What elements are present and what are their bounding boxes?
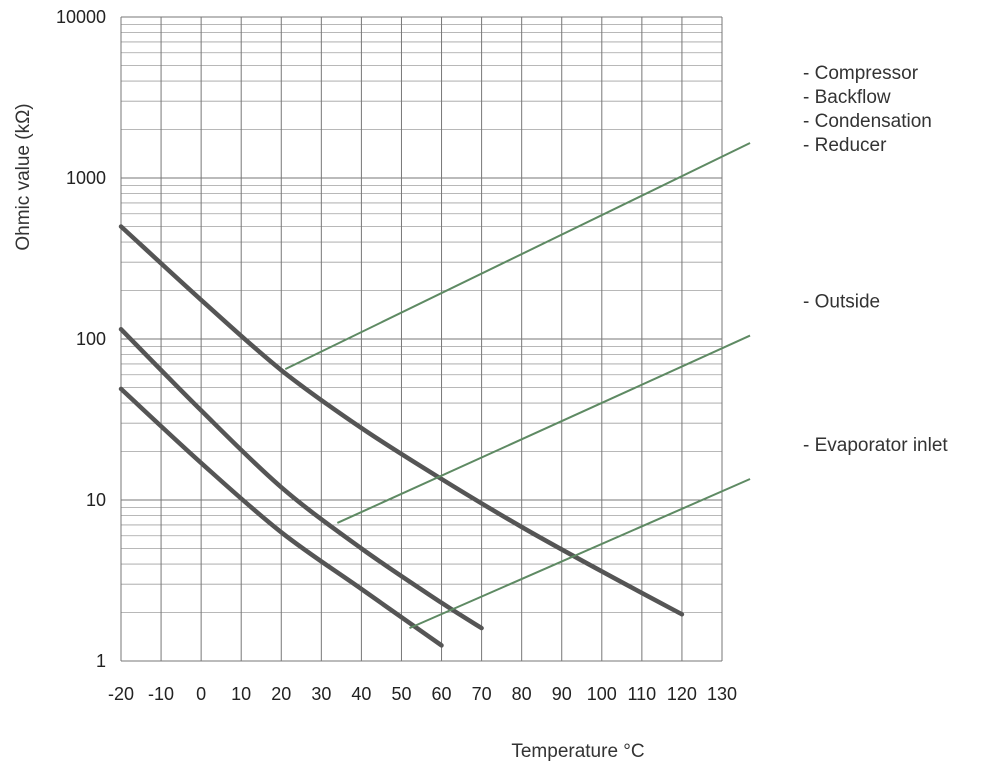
tick-labels: -20 -10 0 10 20 30 40 50 60 70 80 90 100 110 120 130110…	[56, 7, 737, 704]
curves	[118, 224, 685, 648]
series-line	[118, 386, 444, 648]
annotation-label: - Evaporator inlet	[803, 435, 948, 456]
y-tick-label: 1	[96, 651, 106, 671]
annotation-labels: - Compressor - Backflow - Condensation - Re…	[803, 63, 948, 456]
series-line	[118, 326, 484, 631]
x-tick-label: 110	[628, 684, 657, 704]
x-tick-label: 60	[432, 684, 452, 704]
x-tick-label: 70	[472, 684, 492, 704]
annotation-leader-line	[409, 478, 751, 630]
y-tick-label: 10000	[56, 7, 106, 27]
annotation-leader-line	[336, 334, 751, 524]
grid	[120, 16, 723, 662]
x-tick-label: 30	[311, 684, 331, 704]
x-tick-label: 100	[587, 684, 617, 704]
y-tick-label: 100	[76, 329, 106, 349]
series-line	[118, 224, 685, 617]
y-tick-label: 10	[86, 490, 106, 510]
x-tick-label: 40	[351, 684, 371, 704]
y-axis-label: Ohmic value (kΩ)	[13, 103, 34, 250]
annotation-label: - Condensation	[803, 111, 932, 132]
annotation-label: - Reducer	[803, 135, 887, 156]
y-tick-label: 1000	[66, 168, 106, 188]
annotation-label: - Outside	[803, 292, 880, 313]
x-tick-label: 90	[552, 684, 572, 704]
x-tick-label: -20	[108, 684, 134, 704]
x-axis-label: Temperature °C	[511, 741, 644, 762]
x-tick-label: 0	[196, 684, 206, 704]
x-tick-label: -10	[148, 684, 174, 704]
annotation-label: - Compressor	[803, 63, 919, 84]
annotation-leader-line	[284, 142, 751, 371]
x-tick-label: 10	[231, 684, 251, 704]
x-tick-label: 20	[271, 684, 291, 704]
x-tick-label: 50	[391, 684, 411, 704]
annotation-label: - Backflow	[803, 87, 891, 108]
x-tick-label: 80	[512, 684, 532, 704]
x-tick-label: 120	[667, 684, 697, 704]
x-tick-label: 130	[707, 684, 737, 704]
annotation-leaders	[284, 142, 751, 630]
